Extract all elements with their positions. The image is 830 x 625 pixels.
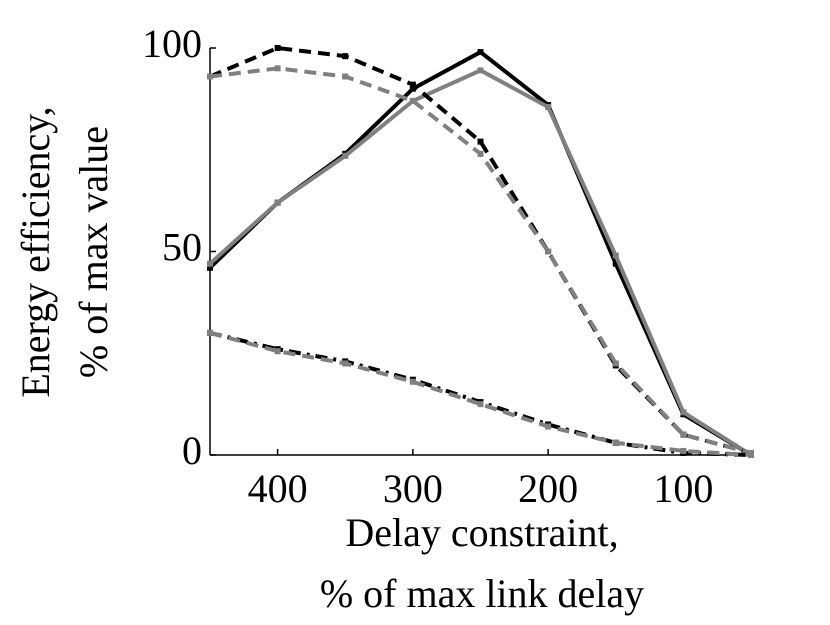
point-marker <box>545 248 552 255</box>
point-marker <box>207 329 213 336</box>
x-tick-label: 200 <box>518 466 578 511</box>
point-marker <box>612 252 619 259</box>
x-axis-label: Delay constraint, <box>345 510 618 555</box>
point-marker <box>207 264 213 271</box>
point-marker <box>680 409 687 416</box>
point-marker <box>342 360 349 367</box>
series-line <box>209 330 752 457</box>
x-tick-label: 100 <box>653 466 713 511</box>
series-line <box>208 68 753 457</box>
series-line <box>209 66 752 455</box>
x-axis-label: % of max link delay <box>320 571 644 616</box>
point-marker <box>612 360 619 367</box>
y-tick-label: 50 <box>162 225 202 270</box>
point-marker <box>477 49 484 56</box>
point-marker <box>612 439 619 446</box>
y-axis-label: Energy efficiency, <box>13 106 58 397</box>
point-marker <box>207 260 213 267</box>
point-marker <box>409 378 416 385</box>
point-marker <box>274 65 281 72</box>
series-line <box>209 45 752 455</box>
point-marker <box>477 138 484 145</box>
x-tick-label: 400 <box>248 466 308 511</box>
x-tick-label: 300 <box>383 466 443 511</box>
point-marker <box>409 85 416 92</box>
point-marker <box>477 67 484 74</box>
point-marker <box>612 260 619 267</box>
y-axis-label: % of max value <box>71 126 116 378</box>
series-line <box>208 49 753 457</box>
y-tick-label: 100 <box>142 21 202 66</box>
point-marker <box>274 45 281 51</box>
y-tick-label: 0 <box>182 428 202 473</box>
series-line <box>209 330 752 457</box>
point-marker <box>477 401 484 408</box>
point-marker <box>274 348 281 355</box>
point-marker <box>680 431 687 438</box>
point-marker <box>680 447 687 454</box>
point-marker <box>342 53 349 60</box>
point-marker <box>409 81 416 88</box>
point-marker <box>342 152 349 159</box>
point-marker <box>545 423 552 430</box>
point-marker <box>409 97 416 104</box>
point-marker <box>342 73 349 80</box>
point-marker <box>477 150 484 157</box>
point-marker <box>274 199 281 206</box>
point-marker <box>748 452 754 458</box>
point-marker <box>545 104 552 111</box>
point-marker <box>207 73 213 80</box>
